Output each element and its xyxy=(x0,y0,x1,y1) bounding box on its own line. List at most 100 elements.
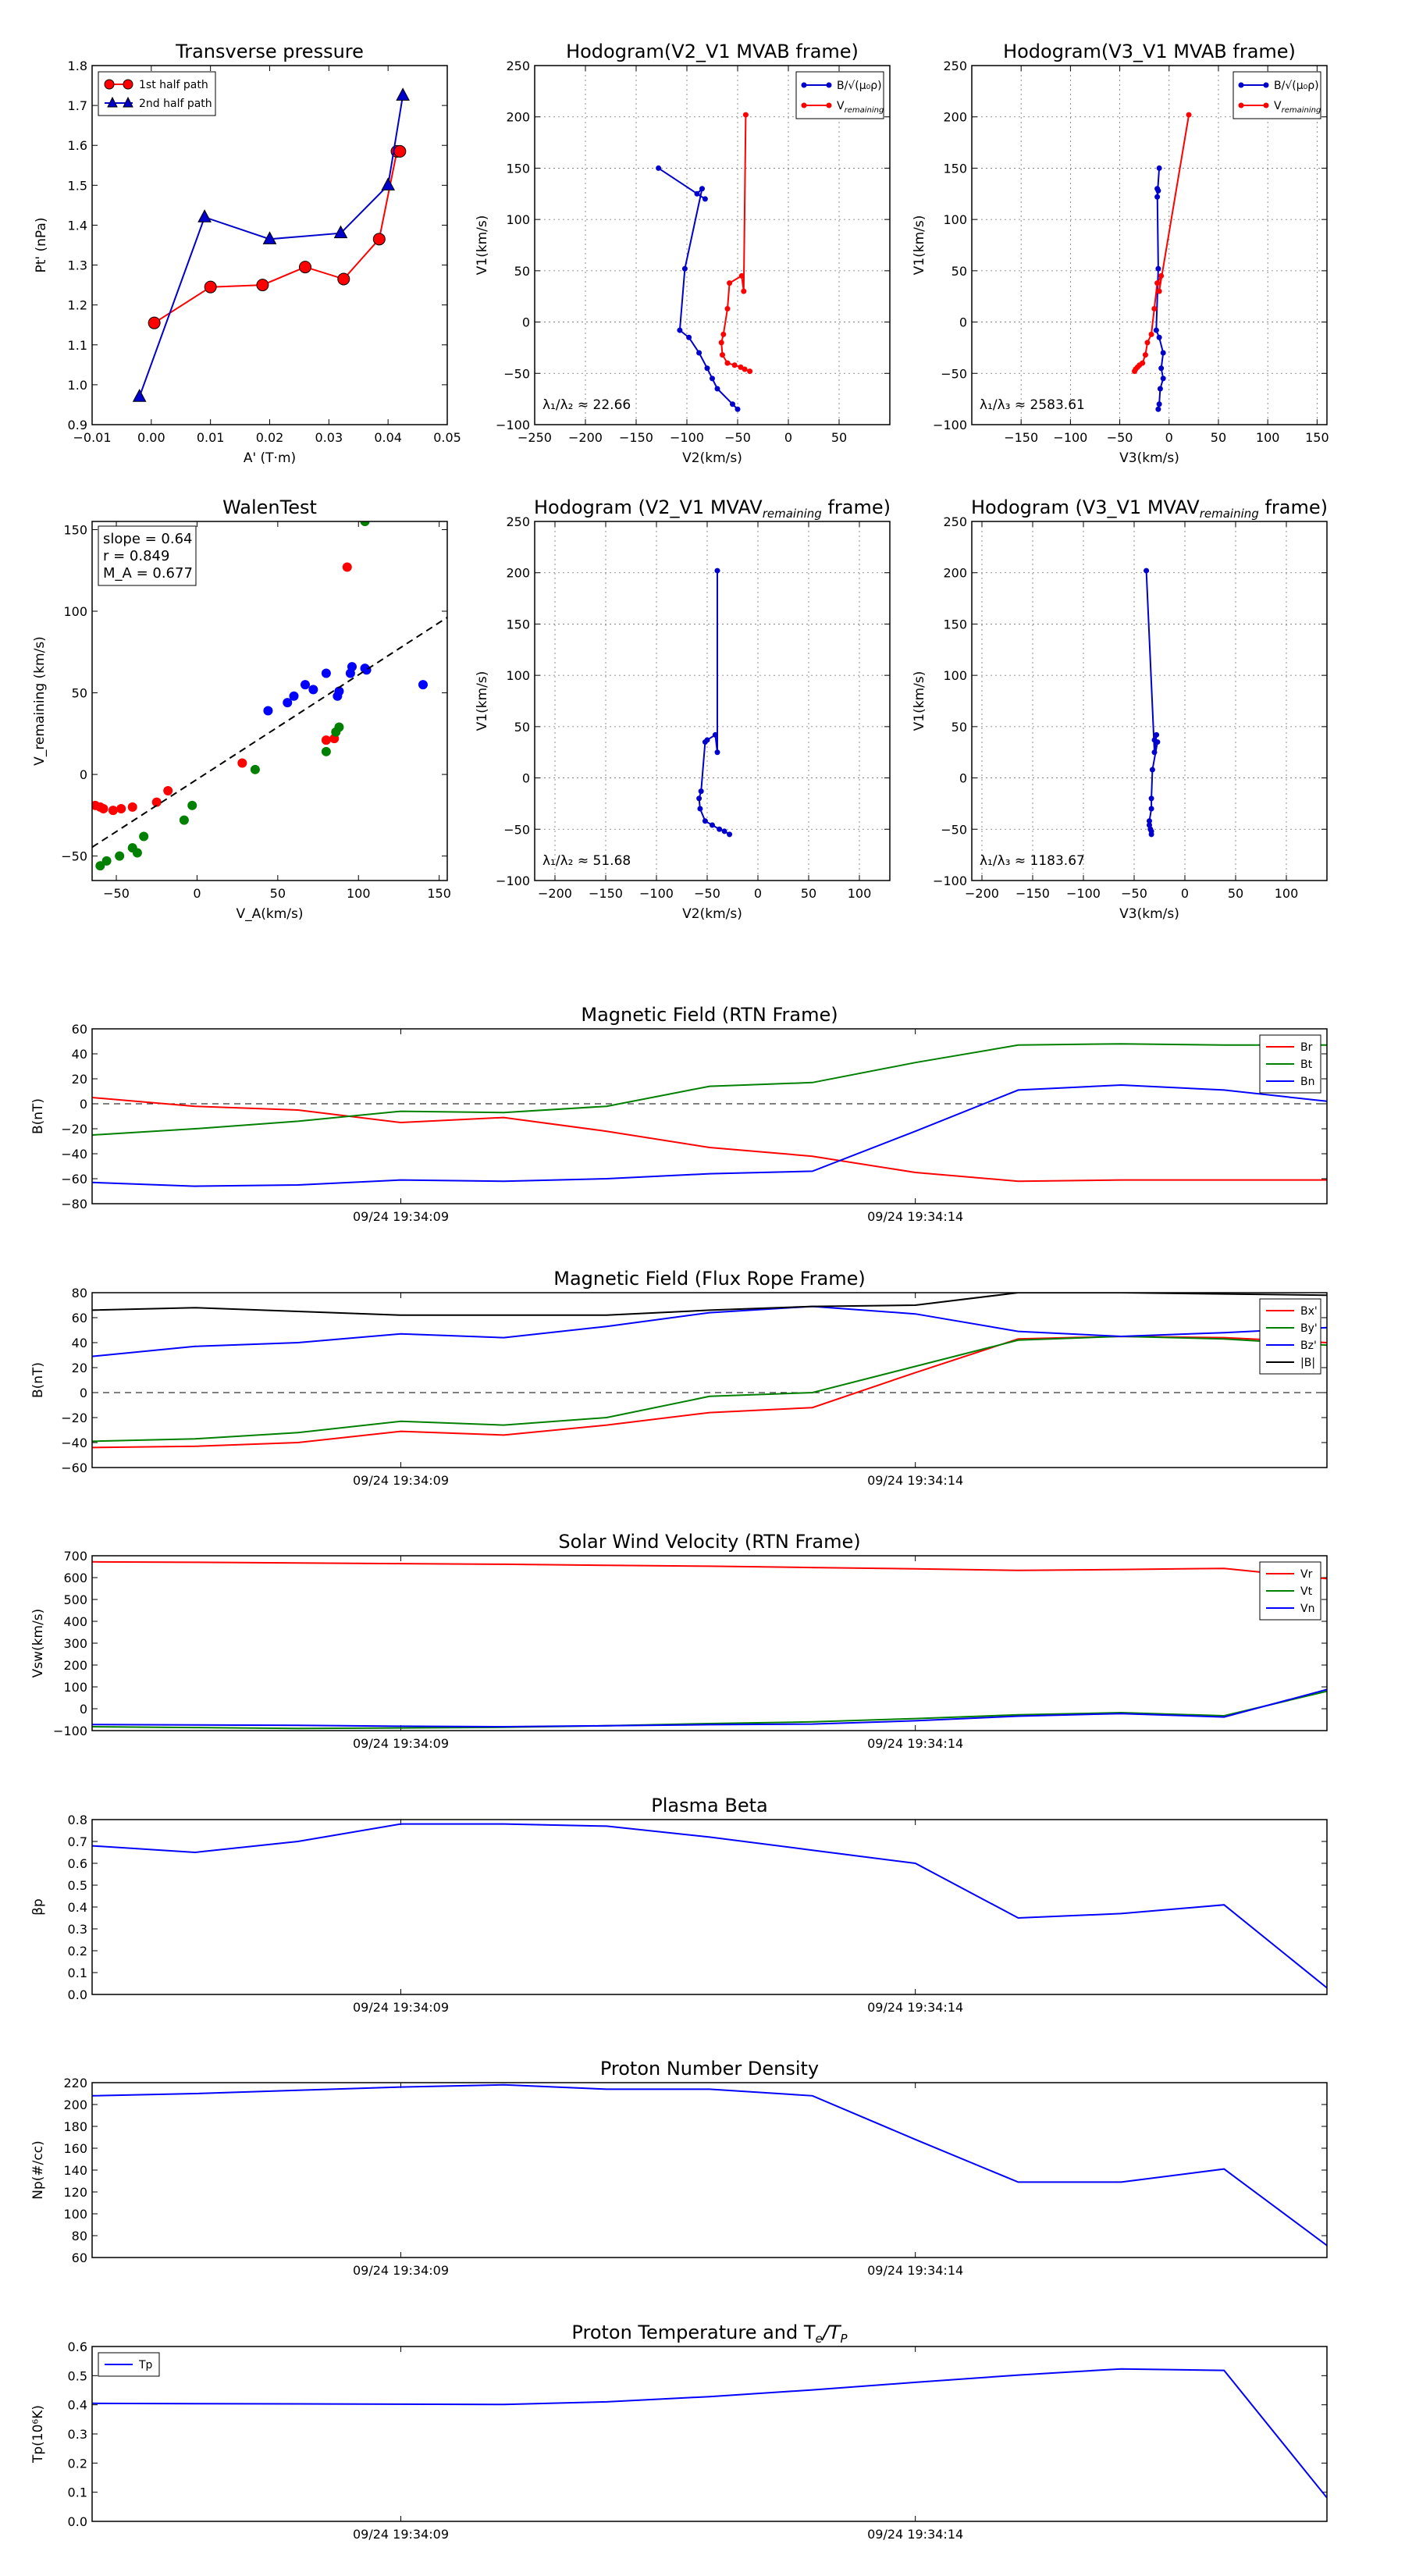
data-point xyxy=(742,366,748,372)
data-point xyxy=(283,698,293,708)
series-group xyxy=(1132,112,1192,412)
legend: Bx' By' Bz' |B| xyxy=(1259,1298,1321,1375)
legend-box xyxy=(1232,71,1321,119)
data-point xyxy=(127,802,137,812)
x-tick-label: 09/24 19:34:14 xyxy=(867,2263,963,2278)
x-tick-label: −150 xyxy=(1004,430,1038,445)
chart-bfield_fr: 09/24 19:34:09 09/24 19:34:14 −60 −40 −20 0 20… xyxy=(30,1268,1328,1488)
data-point xyxy=(724,305,731,311)
data-point xyxy=(686,334,692,340)
x-tick-label: 0.04 xyxy=(374,430,402,445)
chart-hodo_v2_mvav: −200 −150 −100 −50 0 50 100 −100 −50 0 50 100 150 200… xyxy=(475,496,891,922)
y-tick-label: 60 xyxy=(72,1311,87,1325)
y-tick-label: 100 xyxy=(943,212,967,227)
legend-label: Vremaining xyxy=(1274,100,1321,115)
data-point xyxy=(697,806,703,812)
plot-frame xyxy=(971,521,1328,881)
y-tick-label: 200 xyxy=(63,1658,87,1673)
series-group xyxy=(92,1293,1327,1449)
data-point xyxy=(702,739,708,745)
x-tick-label: 0 xyxy=(1181,886,1189,901)
y-tick-label: 140 xyxy=(63,2163,87,2178)
data-point xyxy=(187,800,197,810)
y-tick-label: 0.5 xyxy=(68,2368,87,2383)
series-line-Vr xyxy=(92,1560,1327,1580)
y-tick-label: 0 xyxy=(80,767,87,782)
x-tick-label: 50 xyxy=(831,430,847,445)
data-point xyxy=(656,165,662,171)
series-line-By' xyxy=(92,1335,1327,1443)
y-tick-label: 700 xyxy=(63,1549,87,1564)
data-point xyxy=(1156,401,1162,407)
data-point xyxy=(299,261,311,274)
data-point xyxy=(1160,375,1166,382)
plot-frame xyxy=(91,65,448,425)
data-point xyxy=(727,280,733,286)
data-point xyxy=(677,327,683,333)
y-tick-label: 300 xyxy=(63,1636,87,1651)
legend-box xyxy=(795,71,884,119)
x-axis-label: V3(km/s) xyxy=(1119,450,1179,466)
y-tick-label: 0.0 xyxy=(68,1987,87,2002)
chart-vsw: 09/24 19:34:09 09/24 19:34:14 −100 0 100 200 3… xyxy=(30,1531,1328,1751)
data-point xyxy=(301,680,310,690)
data-point xyxy=(262,231,277,244)
series-line-Br xyxy=(92,1097,1327,1183)
y-tick-label: 0.3 xyxy=(68,2427,87,2442)
y-tick-label: 50 xyxy=(951,720,967,735)
data-point xyxy=(132,389,147,402)
y-tick-label: 250 xyxy=(943,514,967,529)
data-point xyxy=(1153,327,1159,333)
y-axis-label: B(nT) xyxy=(30,1362,46,1398)
plot-frame xyxy=(91,1292,1328,1468)
y-tick-label: 1.5 xyxy=(68,178,87,193)
chart-title: Proton Temperature and Te/TP xyxy=(571,2322,848,2346)
legend-label: By' xyxy=(1300,1322,1318,1335)
fit-line xyxy=(92,617,447,849)
y-axis-label: V1(km/s) xyxy=(912,215,927,276)
series-line-Bz' xyxy=(92,1305,1327,1357)
series-line-|B| xyxy=(92,1293,1327,1316)
y-tick-label: 0.1 xyxy=(68,1966,87,1980)
data-point xyxy=(132,848,142,858)
data-point xyxy=(342,562,352,572)
data-point xyxy=(163,786,173,795)
y-tick-label: −50 xyxy=(941,366,967,381)
data-point xyxy=(1148,806,1154,812)
y-tick-label: 0.1 xyxy=(68,2485,87,2500)
x-tick-label: 50 xyxy=(1228,886,1243,901)
plot-frame xyxy=(91,1555,1328,1731)
legend-marker xyxy=(801,82,807,88)
legend-label: Tp xyxy=(138,2359,153,2371)
data-point xyxy=(1144,340,1151,346)
y-tick-label: 0 xyxy=(522,771,530,786)
legend-marker xyxy=(1238,82,1244,88)
data-point xyxy=(179,815,189,825)
legend-marker xyxy=(123,79,133,90)
y-axis-label: Pt' (nPa) xyxy=(34,218,49,273)
data-point xyxy=(1156,334,1162,340)
series-group xyxy=(656,112,753,412)
series-group xyxy=(92,1560,1327,1730)
y-tick-label: 40 xyxy=(72,1047,87,1062)
y-tick-label: 100 xyxy=(506,212,530,227)
series-group xyxy=(92,1043,1327,1187)
data-point xyxy=(1158,272,1165,279)
x-tick-label: 0 xyxy=(784,430,792,445)
eigen-ratio: λ₁/λ₃ ≈ 2583.61 xyxy=(980,397,1085,413)
x-tick-label: −100 xyxy=(1053,430,1087,445)
data-point xyxy=(735,406,741,412)
data-point xyxy=(718,340,724,346)
chart-title: Magnetic Field (Flux Rope Frame) xyxy=(553,1268,865,1290)
y-tick-label: 40 xyxy=(72,1336,87,1350)
y-tick-label: 250 xyxy=(506,59,530,73)
y-axis-label: Vsw(km/s) xyxy=(30,1609,46,1678)
legend-marker xyxy=(1263,82,1269,88)
x-tick-label: 100 xyxy=(848,886,872,901)
x-axis-label: V3(km/s) xyxy=(1119,906,1179,922)
legend: B/√(μ₀ρ) Vremaining xyxy=(1232,71,1321,119)
y-tick-label: 150 xyxy=(63,522,87,537)
legend-label: 1st half path xyxy=(139,79,208,91)
x-tick-label: 09/24 19:34:09 xyxy=(353,2000,449,2015)
